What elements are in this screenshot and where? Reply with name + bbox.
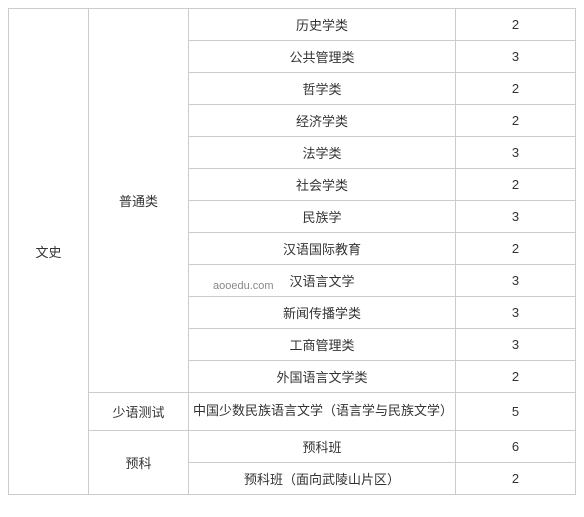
count-cell: 3 (456, 41, 576, 73)
category-cell: 普通类 (89, 9, 189, 393)
count-cell: 3 (456, 297, 576, 329)
major-cell: 公共管理类 (189, 41, 456, 73)
major-cell: 经济学类 (189, 105, 456, 137)
major-cell: 预科班（面向武陵山片区） (189, 462, 456, 494)
major-text: 汉语言文学 (289, 274, 354, 289)
major-cell: 工商管理类 (189, 329, 456, 361)
major-cell: 汉语言文学 aooedu.com (189, 265, 456, 297)
count-cell: 3 (456, 329, 576, 361)
table-row: 少语测试 中国少数民族语言文学（语言学与民族文学） 5 (9, 393, 576, 431)
major-cell: 汉语国际教育 (189, 233, 456, 265)
category-cell: 预科 (89, 430, 189, 494)
count-cell: 5 (456, 393, 576, 431)
count-cell: 2 (456, 233, 576, 265)
count-cell: 2 (456, 169, 576, 201)
major-cell: 法学类 (189, 137, 456, 169)
major-cell: 社会学类 (189, 169, 456, 201)
watermark-text: aooedu.com (213, 280, 274, 292)
major-cell: 哲学类 (189, 73, 456, 105)
major-cell: 新闻传播学类 (189, 297, 456, 329)
count-cell: 2 (456, 73, 576, 105)
count-cell: 3 (456, 265, 576, 297)
count-cell: 2 (456, 105, 576, 137)
major-cell: 民族学 (189, 201, 456, 233)
table-row: 文史 普通类 历史学类 2 (9, 9, 576, 41)
subject-cell: 文史 (9, 9, 89, 495)
major-cell: 中国少数民族语言文学（语言学与民族文学） (189, 393, 456, 431)
count-cell: 6 (456, 430, 576, 462)
count-cell: 2 (456, 361, 576, 393)
table-row: 预科 预科班 6 (9, 430, 576, 462)
count-cell: 3 (456, 201, 576, 233)
major-cell: 外国语言文学类 (189, 361, 456, 393)
count-cell: 3 (456, 137, 576, 169)
table-body: 文史 普通类 历史学类 2 公共管理类 3 哲学类 2 经济学类 2 法学类 3… (9, 9, 576, 495)
count-cell: 2 (456, 462, 576, 494)
major-cell: 历史学类 (189, 9, 456, 41)
count-cell: 2 (456, 9, 576, 41)
category-cell: 少语测试 (89, 393, 189, 431)
admission-table: 文史 普通类 历史学类 2 公共管理类 3 哲学类 2 经济学类 2 法学类 3… (8, 8, 576, 495)
major-cell: 预科班 (189, 430, 456, 462)
